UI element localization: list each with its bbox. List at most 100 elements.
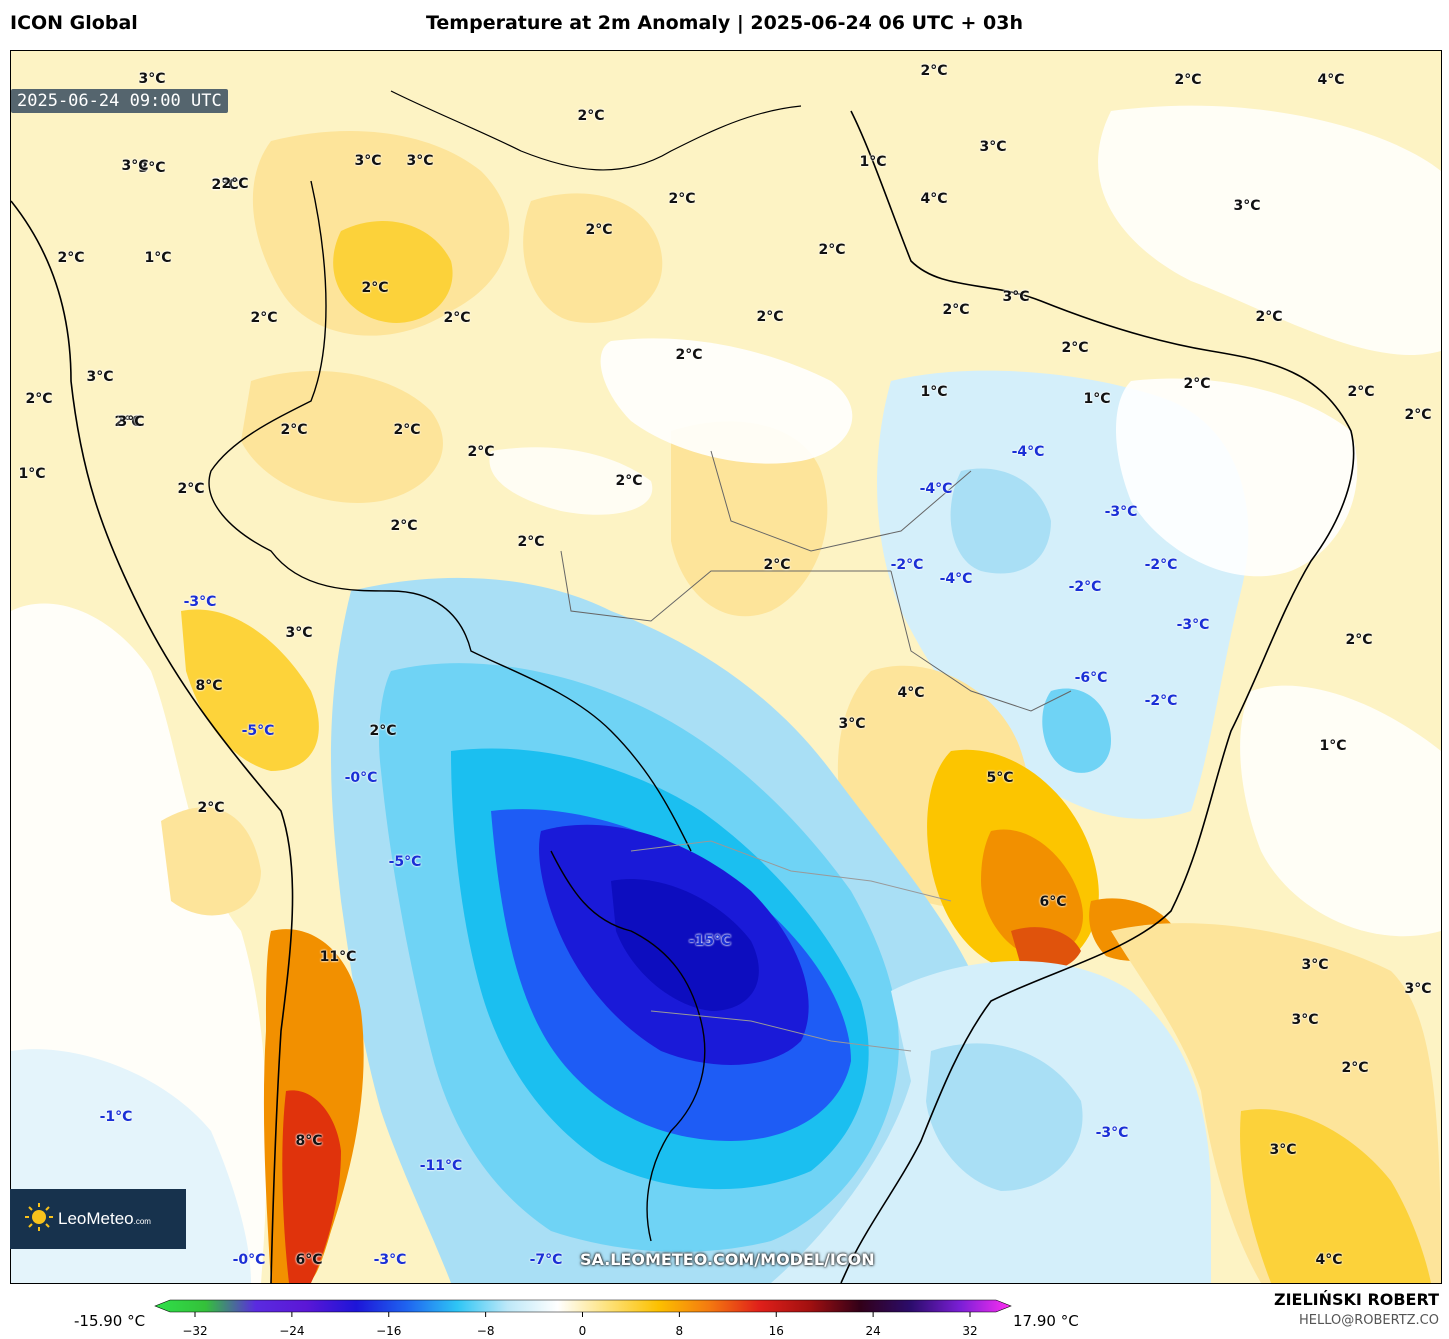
- author-credit: ZIELIŃSKI ROBERT HELLO@ROBERTZ.CO: [1274, 1290, 1439, 1328]
- anomaly-label: 3°C: [1233, 198, 1261, 214]
- anomaly-label: 3°C: [117, 414, 145, 430]
- anomaly-label: 3°C: [354, 153, 382, 169]
- anomaly-label: 3°C: [285, 625, 313, 641]
- anomaly-label: 2°C: [1183, 376, 1211, 392]
- anomaly-label: 3°C: [406, 153, 434, 169]
- warm-patch-pacific: [161, 807, 261, 916]
- state-border-2: [710, 450, 972, 552]
- neutral-zone-mato-grosso: [489, 447, 653, 515]
- colorbar-tick-label: −16: [376, 1324, 402, 1338]
- anomaly-label: 2°C: [390, 518, 418, 534]
- colorbar-max-label: 17.90 °C: [1013, 1312, 1079, 1330]
- anomaly-label: 6°C: [295, 1252, 323, 1268]
- state-border-1: [560, 550, 891, 622]
- anomaly-label: -2°C: [1144, 693, 1178, 709]
- logo-text: LeoMeteo.com: [58, 1209, 151, 1228]
- warm-patch-amazon-west: [241, 371, 443, 503]
- anomaly-label: 3°C: [1291, 1012, 1319, 1028]
- valid-time-badge: 2025-06-24 09:00 UTC: [11, 89, 228, 113]
- anomaly-label: -15°C: [688, 933, 732, 949]
- anomaly-label: 2°C: [942, 302, 970, 318]
- colorbar-ticks: [194, 1312, 971, 1317]
- anomaly-label: 2°C: [443, 310, 471, 326]
- colorbar-bar: [154, 1299, 1012, 1313]
- anomaly-label: 4°C: [897, 685, 925, 701]
- anomaly-label: 11°C: [319, 949, 357, 965]
- neutral-zone-atlantic-north: [1098, 105, 1441, 355]
- anomaly-label: 2°C: [1255, 309, 1283, 325]
- neutral-zone-atlantic-east: [1240, 685, 1441, 937]
- country-border-north: [390, 90, 802, 171]
- anomaly-label: 3°C: [838, 716, 866, 732]
- orange-core-sao-paulo: [981, 829, 1083, 957]
- anomaly-label: -6°C: [1074, 670, 1108, 686]
- anomaly-label: 2°C: [818, 242, 846, 258]
- country-border-paraguay: [550, 850, 706, 1242]
- anomaly-label: 2°C: [1061, 340, 1089, 356]
- anomaly-label: -5°C: [388, 854, 422, 870]
- anomaly-label: 2°C: [675, 347, 703, 363]
- anomaly-label: 2°C: [1341, 1060, 1369, 1076]
- anomaly-label: 2°C: [25, 391, 53, 407]
- warm-core-amazon: [333, 221, 453, 323]
- colorbar-tick-label: −24: [279, 1324, 305, 1338]
- anomaly-label: -3°C: [1095, 1125, 1129, 1141]
- colorbar-tick-label: 32: [962, 1324, 978, 1338]
- anomaly-label: 4°C: [1317, 72, 1345, 88]
- state-border-4: [630, 840, 952, 902]
- anomaly-label: 2°C: [361, 280, 389, 296]
- anomaly-map: 2025-06-24 09:00 UTC 3°C 3°C 2°C 3°C 3°C 2°C 2…: [10, 50, 1442, 1284]
- colorbar: -15.90 °C −32 −24 −16 −8 0 8 16 24 32 17.90 °C: [0, 1290, 1449, 1339]
- anomaly-label: 3°C: [1002, 289, 1030, 305]
- anomaly-label: -7°C: [529, 1252, 563, 1268]
- anomaly-label: 2°C: [517, 534, 545, 550]
- anomaly-label: 1°C: [1319, 738, 1347, 754]
- east-coastline: [840, 110, 1355, 1283]
- anomaly-label: 2°C: [668, 191, 696, 207]
- cool-core-south-atlantic: [926, 1043, 1083, 1191]
- cold-core: [611, 879, 759, 1011]
- anomaly-label: 2°C: [250, 310, 278, 326]
- anomaly-label: 2°C: [1174, 72, 1202, 88]
- anomaly-label: 2°C: [1347, 384, 1375, 400]
- author-email: HELLO@ROBERTZ.CO: [1298, 1313, 1439, 1328]
- neutral-zone-central: [600, 338, 853, 464]
- author-name: ZIELIŃSKI ROBERT: [1273, 1290, 1439, 1309]
- anomaly-label: 5°C: [986, 770, 1014, 786]
- anomaly-label: 2°C: [1404, 407, 1432, 423]
- anomaly-label: 2°C: [114, 414, 142, 430]
- anomaly-field: [11, 51, 1441, 1283]
- anomaly-label: 8°C: [295, 1133, 323, 1149]
- anomaly-label: 1°C: [1083, 391, 1111, 407]
- anomaly-label: 3°C: [1404, 981, 1432, 997]
- anomaly-label: 3°C: [121, 158, 149, 174]
- west-coastline: [11, 200, 294, 1283]
- model-name: ICON Global: [10, 12, 138, 34]
- anomaly-label: 3°C: [979, 139, 1007, 155]
- anomaly-label: -4°C: [1011, 444, 1045, 460]
- anomaly-label: -1°C: [99, 1109, 133, 1125]
- cool-core-minas: [1042, 688, 1111, 773]
- chart-title: Temperature at 2m Anomaly | 2025-06-24 0…: [425, 12, 1024, 34]
- anomaly-label: 2°C: [1345, 632, 1373, 648]
- colorbar-tick-label: 16: [768, 1324, 784, 1338]
- sun-icon: [24, 1202, 54, 1236]
- anomaly-label: -4°C: [939, 571, 973, 587]
- anomaly-label: -3°C: [183, 594, 217, 610]
- anomaly-label: 6°C: [1039, 894, 1067, 910]
- red-core-andes: [282, 1090, 341, 1283]
- anomaly-label: 3°C: [1269, 1142, 1297, 1158]
- anomaly-label: 4°C: [920, 191, 948, 207]
- anomaly-label: -0°C: [344, 770, 378, 786]
- neutral-zone-northeast-coast: [1116, 378, 1358, 577]
- warm-patch-para: [523, 193, 663, 323]
- state-border-5: [650, 1010, 912, 1052]
- anomaly-label: 3°C: [1301, 957, 1329, 973]
- anomaly-label: -0°C: [232, 1252, 266, 1268]
- leometeo-logo: LeoMeteo.com: [10, 1189, 186, 1249]
- red-core-sao-paulo: [1011, 927, 1081, 971]
- anomaly-label: -11°C: [419, 1158, 463, 1174]
- anomaly-label: 2°C: [467, 444, 495, 460]
- anomaly-label: 2°C: [756, 309, 784, 325]
- anomaly-label: 2°C: [920, 63, 948, 79]
